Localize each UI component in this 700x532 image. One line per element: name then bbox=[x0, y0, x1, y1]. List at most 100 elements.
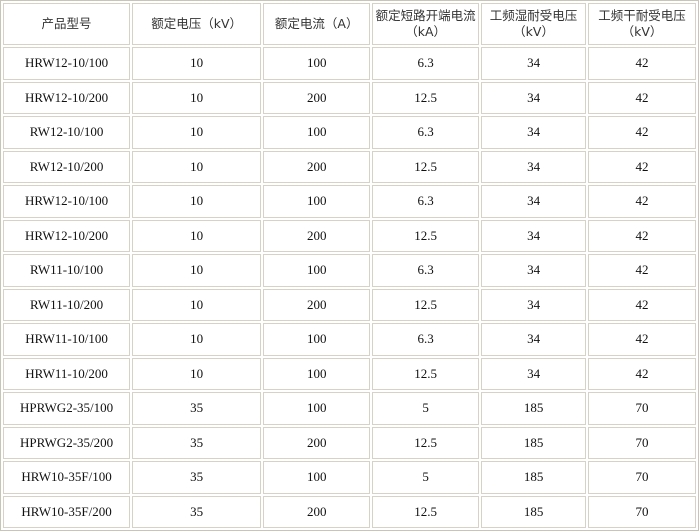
cell-wet-withstand-voltage: 34 bbox=[481, 81, 587, 114]
cell-dry-withstand-voltage: 42 bbox=[588, 323, 696, 356]
cell-model: HRW10-35F/100 bbox=[3, 461, 131, 494]
cell-breaking-current: 5 bbox=[372, 392, 480, 425]
cell-rated-current: 100 bbox=[263, 185, 371, 218]
cell-model: HRW11-10/200 bbox=[3, 357, 131, 390]
cell-rated-current: 100 bbox=[263, 47, 371, 80]
cell-rated-voltage: 35 bbox=[132, 426, 262, 459]
table-row: HRW11-10/100 10 100 6.3 34 42 bbox=[3, 323, 696, 356]
cell-rated-voltage: 10 bbox=[132, 254, 262, 287]
cell-wet-withstand-voltage: 34 bbox=[481, 116, 587, 149]
cell-wet-withstand-voltage: 185 bbox=[481, 495, 587, 528]
cell-dry-withstand-voltage: 42 bbox=[588, 150, 696, 183]
table-row: HRW12-10/200 10 200 12.5 34 42 bbox=[3, 81, 696, 114]
cell-breaking-current: 12.5 bbox=[372, 219, 480, 252]
cell-rated-current: 100 bbox=[263, 116, 371, 149]
cell-wet-withstand-voltage: 185 bbox=[481, 461, 587, 494]
cell-rated-voltage: 10 bbox=[132, 81, 262, 114]
cell-model: HRW11-10/100 bbox=[3, 323, 131, 356]
cell-breaking-current: 6.3 bbox=[372, 323, 480, 356]
cell-dry-withstand-voltage: 42 bbox=[588, 185, 696, 218]
header-dry-withstand-voltage: 工频干耐受电压（kV） bbox=[588, 3, 696, 45]
cell-model: RW11-10/100 bbox=[3, 254, 131, 287]
table-row: HPRWG2-35/200 35 200 12.5 185 70 bbox=[3, 426, 696, 459]
cell-wet-withstand-voltage: 34 bbox=[481, 323, 587, 356]
cell-dry-withstand-voltage: 42 bbox=[588, 81, 696, 114]
cell-rated-voltage: 10 bbox=[132, 150, 262, 183]
table-row: HRW12-10/100 10 100 6.3 34 42 bbox=[3, 185, 696, 218]
cell-rated-voltage: 10 bbox=[132, 357, 262, 390]
header-row: 产品型号 额定电压（kV） 额定电流（A） 额定短路开端电流（kA） 工频湿耐受电压（k… bbox=[3, 3, 696, 45]
cell-rated-current: 100 bbox=[263, 357, 371, 390]
cell-wet-withstand-voltage: 34 bbox=[481, 47, 587, 80]
cell-wet-withstand-voltage: 34 bbox=[481, 254, 587, 287]
table-row: HRW10-35F/100 35 100 5 185 70 bbox=[3, 461, 696, 494]
cell-rated-current: 100 bbox=[263, 461, 371, 494]
cell-rated-current: 200 bbox=[263, 495, 371, 528]
cell-dry-withstand-voltage: 42 bbox=[588, 254, 696, 287]
cell-model: HRW12-10/200 bbox=[3, 81, 131, 114]
table-row: HRW12-10/200 10 200 12.5 34 42 bbox=[3, 219, 696, 252]
cell-dry-withstand-voltage: 42 bbox=[588, 288, 696, 321]
cell-rated-current: 100 bbox=[263, 392, 371, 425]
cell-wet-withstand-voltage: 34 bbox=[481, 219, 587, 252]
cell-rated-voltage: 10 bbox=[132, 116, 262, 149]
cell-rated-current: 200 bbox=[263, 81, 371, 114]
cell-model: RW11-10/200 bbox=[3, 288, 131, 321]
header-rated-voltage: 额定电压（kV） bbox=[132, 3, 262, 45]
cell-rated-current: 200 bbox=[263, 288, 371, 321]
cell-model: HRW12-10/200 bbox=[3, 219, 131, 252]
cell-dry-withstand-voltage: 70 bbox=[588, 461, 696, 494]
cell-dry-withstand-voltage: 42 bbox=[588, 357, 696, 390]
cell-rated-current: 200 bbox=[263, 426, 371, 459]
cell-wet-withstand-voltage: 34 bbox=[481, 185, 587, 218]
header-model: 产品型号 bbox=[3, 3, 131, 45]
cell-breaking-current: 6.3 bbox=[372, 47, 480, 80]
table-row: HRW12-10/100 10 100 6.3 34 42 bbox=[3, 47, 696, 80]
cell-model: HRW12-10/100 bbox=[3, 47, 131, 80]
cell-wet-withstand-voltage: 185 bbox=[481, 392, 587, 425]
cell-breaking-current: 12.5 bbox=[372, 426, 480, 459]
cell-rated-voltage: 10 bbox=[132, 219, 262, 252]
cell-breaking-current: 12.5 bbox=[372, 288, 480, 321]
cell-rated-current: 200 bbox=[263, 150, 371, 183]
cell-rated-voltage: 10 bbox=[132, 47, 262, 80]
cell-model: RW12-10/100 bbox=[3, 116, 131, 149]
cell-wet-withstand-voltage: 34 bbox=[481, 150, 587, 183]
header-rated-current: 额定电流（A） bbox=[263, 3, 371, 45]
cell-breaking-current: 12.5 bbox=[372, 495, 480, 528]
cell-rated-voltage: 10 bbox=[132, 288, 262, 321]
table-row: HRW11-10/200 10 100 12.5 34 42 bbox=[3, 357, 696, 390]
cell-dry-withstand-voltage: 42 bbox=[588, 116, 696, 149]
cell-rated-current: 100 bbox=[263, 254, 371, 287]
header-wet-withstand-voltage: 工频湿耐受电压（kV） bbox=[481, 3, 587, 45]
cell-rated-voltage: 35 bbox=[132, 495, 262, 528]
table-row: HRW10-35F/200 35 200 12.5 185 70 bbox=[3, 495, 696, 528]
cell-breaking-current: 5 bbox=[372, 461, 480, 494]
table-row: RW12-10/100 10 100 6.3 34 42 bbox=[3, 116, 696, 149]
cell-rated-voltage: 35 bbox=[132, 392, 262, 425]
cell-wet-withstand-voltage: 185 bbox=[481, 426, 587, 459]
cell-rated-voltage: 10 bbox=[132, 323, 262, 356]
table-row: RW11-10/100 10 100 6.3 34 42 bbox=[3, 254, 696, 287]
cell-dry-withstand-voltage: 42 bbox=[588, 47, 696, 80]
cell-model: HRW10-35F/200 bbox=[3, 495, 131, 528]
cell-rated-voltage: 35 bbox=[132, 461, 262, 494]
cell-breaking-current: 12.5 bbox=[372, 357, 480, 390]
cell-breaking-current: 12.5 bbox=[372, 150, 480, 183]
header-breaking-current: 额定短路开端电流（kA） bbox=[372, 3, 480, 45]
cell-model: HRW12-10/100 bbox=[3, 185, 131, 218]
cell-breaking-current: 6.3 bbox=[372, 185, 480, 218]
table-row: RW11-10/200 10 200 12.5 34 42 bbox=[3, 288, 696, 321]
cell-rated-current: 200 bbox=[263, 219, 371, 252]
cell-rated-voltage: 10 bbox=[132, 185, 262, 218]
cell-wet-withstand-voltage: 34 bbox=[481, 288, 587, 321]
cell-model: HPRWG2-35/200 bbox=[3, 426, 131, 459]
cell-wet-withstand-voltage: 34 bbox=[481, 357, 587, 390]
cell-dry-withstand-voltage: 42 bbox=[588, 219, 696, 252]
cell-rated-current: 100 bbox=[263, 323, 371, 356]
cell-dry-withstand-voltage: 70 bbox=[588, 495, 696, 528]
cell-model: RW12-10/200 bbox=[3, 150, 131, 183]
table-row: HPRWG2-35/100 35 100 5 185 70 bbox=[3, 392, 696, 425]
cell-dry-withstand-voltage: 70 bbox=[588, 392, 696, 425]
